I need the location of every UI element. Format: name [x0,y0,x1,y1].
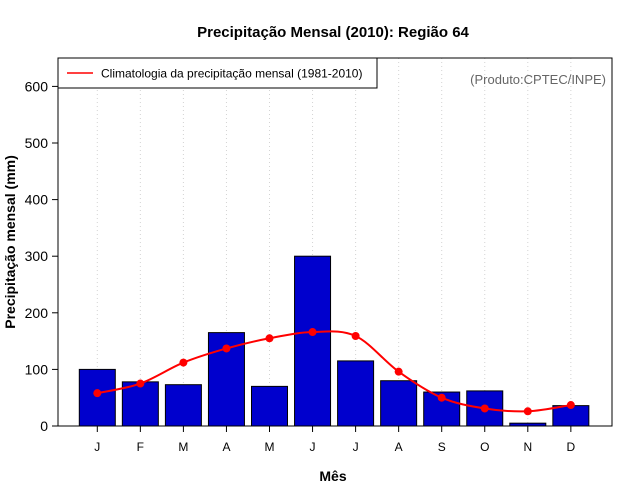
bar [121,381,159,427]
climatology-point [93,389,102,398]
climatology-point [566,401,575,410]
bar [466,390,504,427]
grid-lines [96,58,572,426]
axes: 0 100 200 300 400 500 600 J F M A M J J A S O N D [25,78,576,454]
y-tick-label: 500 [25,135,49,151]
bar [380,380,418,427]
bars [78,255,590,427]
legend-box [57,57,378,89]
legend: Climatologia da precipitação mensal (198… [57,57,378,89]
x-tick-label: M [265,440,275,454]
y-tick-label: 400 [25,192,49,208]
bar [294,255,332,427]
y-tick-label: 200 [25,305,49,321]
climatology-point [179,358,188,367]
x-tick-label: A [222,440,230,454]
climatology-point [222,344,231,353]
x-tick-label: N [523,440,532,454]
x-tick-label: S [438,440,446,454]
climatology-point [523,407,532,416]
legend-label: Climatologia da precipitação mensal (198… [101,67,362,81]
climatology-point [394,367,403,376]
y-tick-label: 600 [25,78,49,94]
x-tick-label: A [395,440,403,454]
x-tick-label: J [353,440,359,454]
climatology-point [351,332,360,341]
x-tick-label: J [310,440,316,454]
source-annotation: (Produto:CPTEC/INPE) [470,72,606,87]
x-axis-label: Mês [319,468,346,484]
plot-frame [57,57,613,427]
y-tick-label: 300 [25,248,49,264]
y-tick-label: 100 [25,361,49,377]
y-tick-label: 0 [40,418,48,434]
x-tick-label: M [178,440,188,454]
bar [164,384,202,427]
x-tick-label: F [137,440,144,454]
climatology-line [93,328,575,416]
bar [78,368,116,427]
climatology-point [136,379,145,388]
climatology-point [437,393,446,402]
x-tick-label: J [94,440,100,454]
bar [251,385,288,427]
climatology-point [308,328,317,337]
climatology-point [480,404,489,413]
y-axis-label: Precipitação mensal (mm) [2,155,18,329]
chart-title: Precipitação Mensal (2010): Região 64 [197,24,469,41]
x-tick-label: O [480,440,489,454]
x-tick-label: D [567,440,576,454]
climatology-point [265,334,274,343]
bar [337,360,375,427]
